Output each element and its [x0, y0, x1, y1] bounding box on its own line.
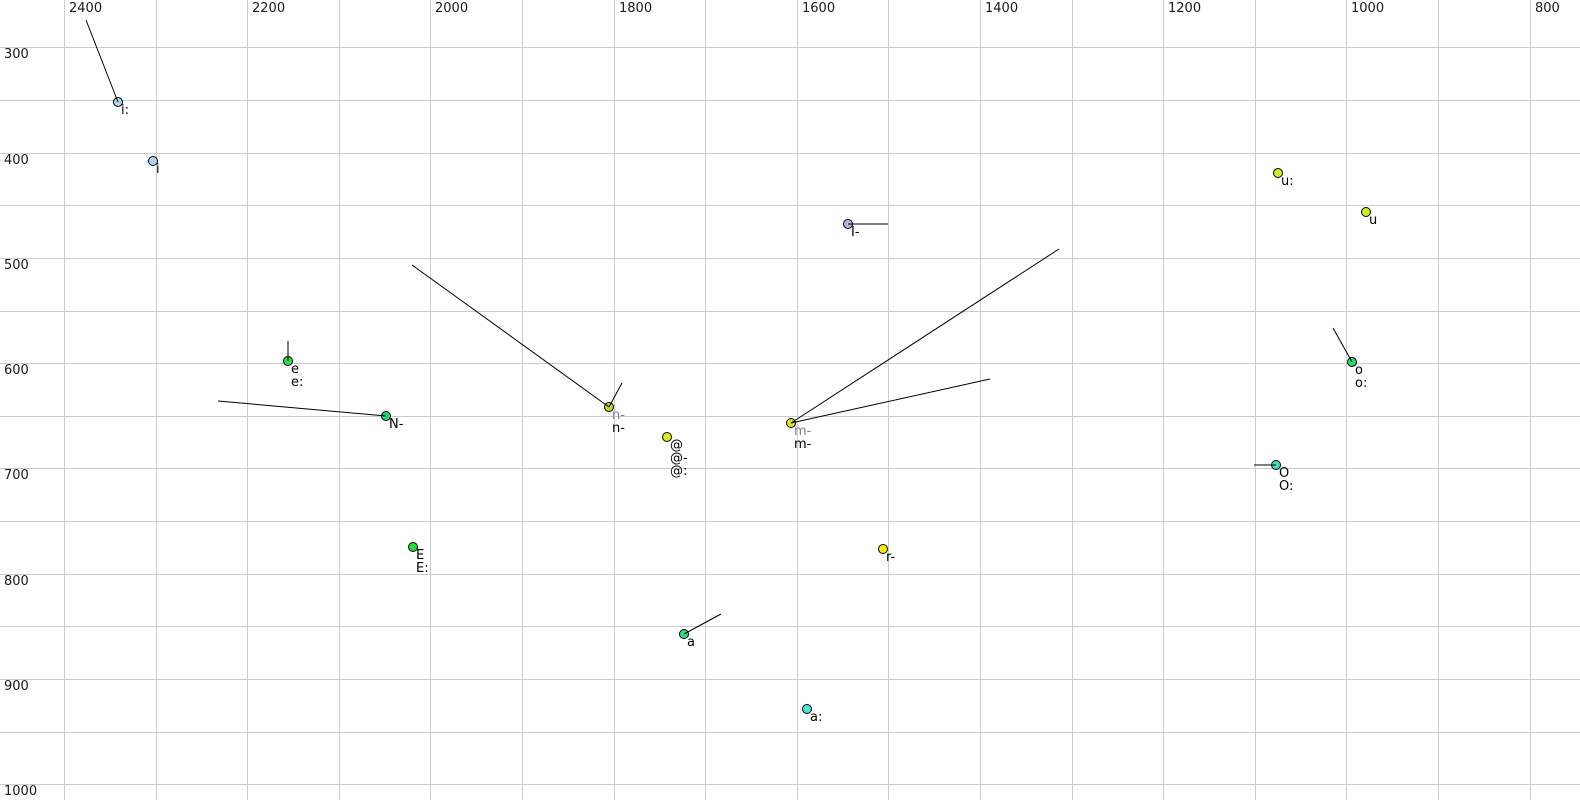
gridline-horizontal: [0, 416, 1580, 417]
gridline-vertical: [430, 0, 431, 800]
gridline-vertical: [980, 0, 981, 800]
data-point-label: O: [1279, 466, 1290, 481]
data-point-label: O:: [1279, 479, 1294, 494]
gridline-vertical: [1072, 0, 1073, 800]
data-point-label: m-: [794, 437, 812, 452]
gridline-vertical: [614, 0, 615, 800]
gridline-vertical: [1438, 0, 1439, 800]
gridline-vertical: [247, 0, 248, 800]
data-point-label: m-: [794, 424, 812, 439]
data-point-label: n-: [612, 421, 625, 436]
data-point-label: E: [416, 548, 425, 563]
y-axis-tick-label: 400: [4, 153, 29, 168]
x-axis-tick-label: 2000: [435, 1, 469, 16]
y-axis-tick-label: 700: [4, 468, 29, 483]
gridline-horizontal: [0, 311, 1580, 312]
gridline-vertical: [156, 0, 157, 800]
gridline-horizontal: [0, 363, 1580, 364]
data-point-label: o:: [1355, 376, 1368, 391]
data-point-label: u:: [1281, 174, 1294, 189]
gridline-horizontal: [0, 679, 1580, 680]
gridline-vertical: [888, 0, 889, 800]
data-point[interactable]: [1361, 207, 1371, 217]
gridline-horizontal: [0, 626, 1580, 627]
gridline-horizontal: [0, 521, 1580, 522]
y-axis-tick-label: 800: [4, 574, 29, 589]
x-axis-tick-label: 1400: [985, 1, 1019, 16]
y-axis-tick-label: 900: [4, 679, 29, 694]
data-point-label: e:: [291, 375, 304, 390]
gridline-vertical: [64, 0, 65, 800]
y-axis-tick-label: 1000: [4, 784, 38, 799]
gridline-horizontal: [0, 47, 1580, 48]
data-point-label: r-: [886, 550, 896, 565]
gridline-vertical: [339, 0, 340, 800]
gridline-horizontal: [0, 205, 1580, 206]
gridline-vertical: [1346, 0, 1347, 800]
data-point-label: N-: [389, 417, 404, 432]
data-point[interactable]: [1273, 168, 1283, 178]
data-point-label: @-: [670, 451, 688, 466]
data-point[interactable]: [662, 432, 672, 442]
data-point-label: e: [291, 362, 299, 377]
gridline-vertical: [797, 0, 798, 800]
data-point-label: n-: [612, 408, 625, 423]
data-point-label: u: [1369, 213, 1378, 228]
gridline-vertical: [1530, 0, 1531, 800]
gridline-vertical: [522, 0, 523, 800]
x-axis-tick-label: 2200: [252, 1, 286, 16]
y-axis-tick-label: 300: [4, 47, 29, 62]
x-axis-tick-label: 2400: [69, 1, 103, 16]
gridline-horizontal: [0, 100, 1580, 101]
gridline-horizontal: [0, 258, 1580, 259]
data-point[interactable]: [408, 542, 418, 552]
data-point-label: I-: [851, 225, 860, 240]
y-axis-tick-label: 600: [4, 363, 29, 378]
data-point-label: o: [1355, 363, 1363, 378]
gridline-horizontal: [0, 468, 1580, 469]
x-axis-tick-label: 1000: [1351, 1, 1385, 16]
gridline-horizontal: [0, 784, 1580, 785]
data-point-label: a:: [810, 710, 823, 725]
data-point-label: @: [670, 438, 683, 453]
data-point-label: a: [687, 635, 695, 650]
x-axis-tick-label: 800: [1535, 1, 1560, 16]
gridline-vertical: [1255, 0, 1256, 800]
data-point[interactable]: [148, 156, 158, 166]
data-point-label: E:: [416, 561, 429, 576]
x-axis-tick-label: 1600: [802, 1, 836, 16]
data-point[interactable]: [802, 704, 812, 714]
gridline-horizontal: [0, 153, 1580, 154]
x-axis-tick-label: 1800: [619, 1, 653, 16]
data-point[interactable]: [878, 544, 888, 554]
data-point-label: @:: [670, 464, 688, 479]
gridline-horizontal: [0, 732, 1580, 733]
gridline-vertical: [705, 0, 706, 800]
gridline-horizontal: [0, 574, 1580, 575]
data-point-label: i:: [121, 103, 129, 118]
data-point-label: i: [156, 162, 160, 177]
y-axis-tick-label: 500: [4, 258, 29, 273]
gridline-vertical: [1163, 0, 1164, 800]
x-axis-tick-label: 1200: [1168, 1, 1202, 16]
